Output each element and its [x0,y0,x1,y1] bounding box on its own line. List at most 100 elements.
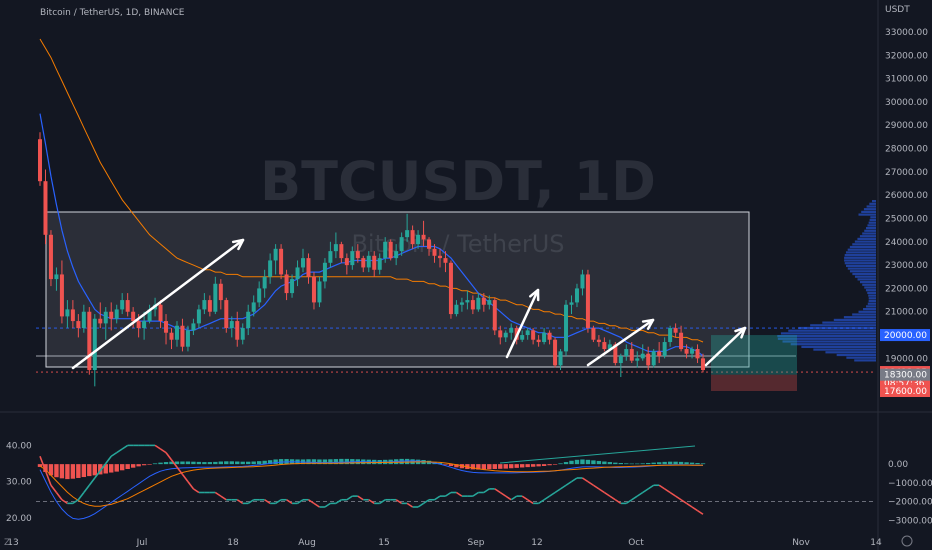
candle-body[interactable] [525,330,530,336]
candle-body[interactable] [251,302,256,312]
candle-body[interactable] [262,276,267,289]
candle-body[interactable] [580,274,585,289]
candle-body[interactable] [432,248,437,256]
candle-body[interactable] [191,323,196,331]
candle-body[interactable] [553,339,558,366]
candle-body[interactable] [695,349,700,359]
candle-body[interactable] [509,328,514,333]
candle-body[interactable] [290,279,295,294]
candle-body[interactable] [503,332,508,338]
candle-body[interactable] [410,230,415,245]
candle-body[interactable] [87,311,92,371]
arrow-2[interactable] [505,288,540,359]
candle-body[interactable] [459,302,464,305]
candle-body[interactable] [339,244,344,259]
divergence-line[interactable] [499,445,696,464]
candle-body[interactable] [405,230,410,238]
candle-body[interactable] [465,300,470,303]
candle-body[interactable] [585,274,590,329]
candle-body[interactable] [136,321,141,329]
candle-body[interactable] [224,300,229,329]
candle-body[interactable] [498,330,503,338]
candle-body[interactable] [207,300,212,312]
candle-body[interactable] [120,300,125,310]
candle-body[interactable] [279,248,284,275]
candle-body[interactable] [317,281,322,303]
candle-body[interactable] [328,251,333,263]
candle-body[interactable] [427,239,432,249]
candle-body[interactable] [366,255,371,268]
candle-body[interactable] [701,358,705,371]
candle-body[interactable] [416,234,421,245]
candle-body[interactable] [437,255,442,259]
candle-body[interactable] [618,356,623,364]
candle-body[interactable] [547,332,552,340]
candle-body[interactable] [109,311,114,319]
candle-body[interactable] [355,251,360,259]
candle-body[interactable] [646,353,651,366]
candle-body[interactable] [574,288,579,303]
candle-body[interactable] [125,300,130,312]
candle-body[interactable] [651,351,656,366]
candle-body[interactable] [383,241,388,259]
candle-body[interactable] [443,258,448,263]
candle-body[interactable] [240,328,245,340]
candle-body[interactable] [311,276,316,303]
candle-body[interactable] [454,304,459,315]
target-zone[interactable] [711,335,797,375]
candle-body[interactable] [158,304,163,322]
candle-body[interactable] [624,349,629,357]
candle-body[interactable] [481,297,486,305]
candle-body[interactable] [114,309,119,319]
candle-body[interactable] [284,274,289,294]
candle-body[interactable] [268,260,273,277]
candle-body[interactable] [536,339,541,343]
candle-body[interactable] [470,300,475,310]
candle-body[interactable] [394,251,399,259]
candle-body[interactable] [70,309,75,322]
candle-body[interactable] [213,283,218,312]
candle-body[interactable] [662,342,667,357]
candle-body[interactable] [164,321,169,333]
candle-body[interactable] [657,351,662,357]
candle-body[interactable] [684,349,689,354]
candle-body[interactable] [142,321,147,329]
candle-body[interactable] [679,332,684,350]
arrow-3[interactable] [586,318,655,367]
candle-body[interactable] [399,237,404,252]
candle-body[interactable] [344,258,349,266]
candle-body[interactable] [185,330,190,347]
candle-body[interactable] [59,274,64,317]
candle-body[interactable] [629,349,634,361]
candle-body[interactable] [388,241,393,259]
candle-body[interactable] [448,262,453,315]
candle-body[interactable] [174,325,179,340]
candle-body[interactable] [180,325,185,347]
candle-body[interactable] [531,330,536,340]
candle-body[interactable] [476,297,481,310]
candle-body[interactable] [520,335,525,340]
arrow-1[interactable] [71,238,245,370]
range-box[interactable] [45,211,750,368]
candle-body[interactable] [246,311,251,329]
candle-body[interactable] [333,244,338,252]
candle-body[interactable] [43,181,48,235]
timezone-icon[interactable]: Z [4,538,10,548]
candle-body[interactable] [196,309,201,324]
candle-body[interactable] [640,353,645,359]
candle-body[interactable] [235,321,240,340]
candle-body[interactable] [564,304,569,352]
candle-body[interactable] [558,351,563,366]
candle-body[interactable] [295,267,300,280]
stop-zone[interactable] [711,374,797,392]
candle-body[interactable] [372,255,377,270]
candle-body[interactable] [169,332,174,340]
candle-body[interactable] [257,288,262,303]
candle-body[interactable] [350,251,355,266]
candle-body[interactable] [202,300,207,310]
candle-body[interactable] [690,349,695,354]
candle-body[interactable] [98,318,103,324]
candle-body[interactable] [81,311,86,329]
candle-body[interactable] [48,234,53,280]
